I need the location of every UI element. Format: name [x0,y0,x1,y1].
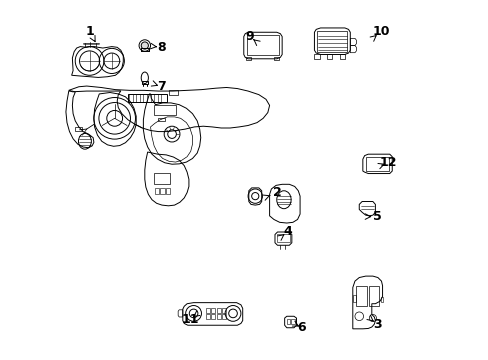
Circle shape [141,42,148,49]
Bar [368,286,379,306]
Bar [211,314,215,319]
Text: 11: 11 [181,312,198,326]
Bar [160,188,164,194]
Text: 4: 4 [283,225,291,238]
Bar [290,319,294,324]
Bar [273,57,279,60]
Text: 12: 12 [378,156,396,169]
Bar [169,90,178,95]
Text: 1: 1 [85,25,94,38]
Text: 2: 2 [273,186,281,199]
Bar [140,48,149,51]
Bar [356,286,366,306]
Bar [205,314,210,319]
Bar [222,308,226,313]
Text: 9: 9 [245,30,254,43]
Text: 7: 7 [157,80,165,93]
Bar [128,94,167,102]
Bar [276,234,290,242]
Bar [158,118,164,121]
Bar [246,35,278,55]
Bar [222,314,226,319]
Text: 3: 3 [372,318,381,331]
Text: 6: 6 [297,321,305,334]
Bar [216,308,221,313]
Bar [165,188,169,194]
Text: 10: 10 [372,25,389,38]
Bar [286,319,290,324]
Bar [155,188,159,194]
Bar [154,105,176,116]
Text: 8: 8 [157,41,165,54]
Bar [205,308,210,313]
Bar [142,81,147,84]
Text: 5: 5 [372,210,381,223]
Bar [211,308,215,313]
Bar [75,127,81,131]
Bar [154,173,170,184]
Bar [365,157,388,171]
Bar [317,31,346,51]
Bar [245,57,251,60]
Bar [216,314,221,319]
